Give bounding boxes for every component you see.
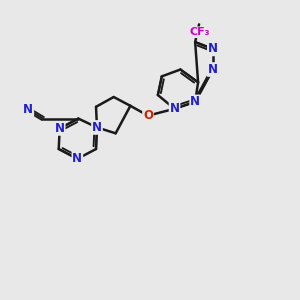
Text: N: N [169,102,179,115]
Text: CF₃: CF₃ [190,27,210,37]
Text: N: N [190,95,200,108]
Text: N: N [23,103,33,116]
Text: O: O [143,109,153,122]
Text: N: N [208,63,218,76]
Text: N: N [208,42,218,56]
Text: N: N [55,122,65,135]
Text: N: N [92,121,102,134]
Text: N: N [72,152,82,165]
